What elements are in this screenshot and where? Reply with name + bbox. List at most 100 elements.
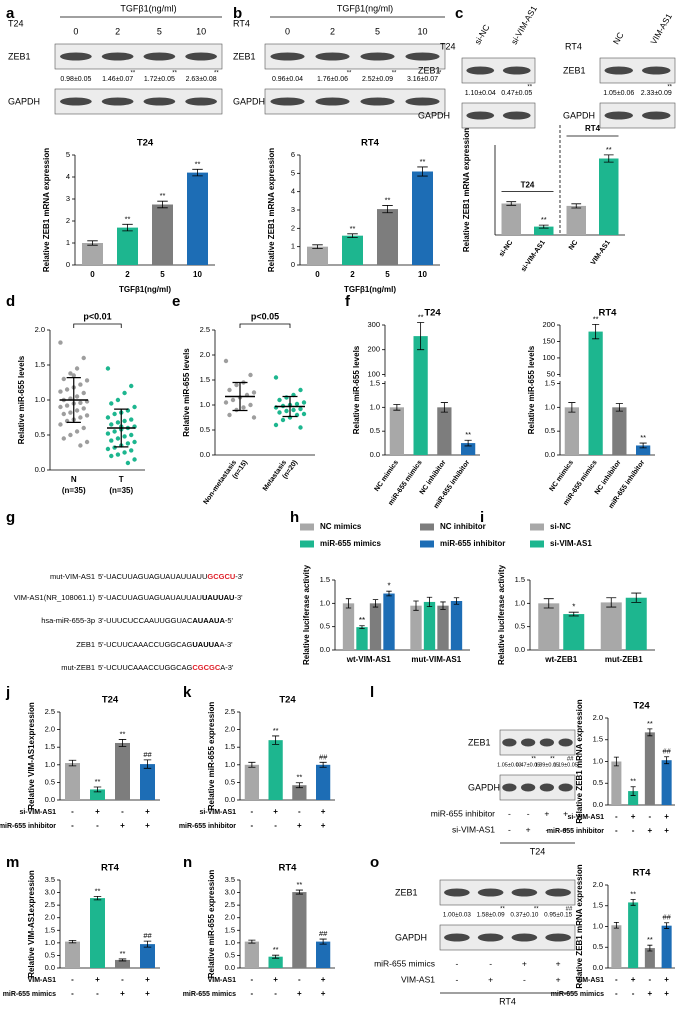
y-tick-label: 1 (291, 242, 295, 251)
y-tick-label: 2.0 (35, 325, 45, 334)
y-tick-label: 1.5 (593, 901, 603, 910)
condition-value: + (120, 989, 125, 998)
y-tick-label: 2.0 (593, 880, 603, 889)
bar (412, 171, 433, 265)
point (74, 408, 80, 413)
sequence-label: ZEB1 (76, 640, 95, 649)
bar (611, 925, 622, 968)
condition-value: + (522, 958, 527, 968)
band (466, 111, 495, 120)
bar (599, 158, 619, 235)
quant-label: 1.76±0.06 (317, 76, 348, 83)
sequence-core: UAUUA (192, 640, 220, 649)
legend-swatch (300, 540, 314, 548)
sequence: 5'-UCUUCAAACCUGGCAGUAUUAA-3' (98, 640, 233, 649)
error-bar (613, 756, 619, 767)
point (74, 394, 80, 399)
quant-label: 0.96±0.04 (272, 76, 303, 83)
legend-label: si-NC (550, 522, 571, 531)
condition-value: + (120, 821, 125, 830)
significance: ** (606, 145, 612, 154)
sd-bar (66, 377, 81, 423)
cell-label: T24 (530, 846, 546, 856)
y-tick-label: 1.5 (35, 360, 45, 369)
band (185, 97, 217, 106)
point (78, 382, 83, 387)
significance: ** (500, 907, 505, 913)
y-tick-label: 0.0 (225, 795, 235, 804)
band (502, 738, 517, 747)
band (477, 933, 504, 942)
point (132, 439, 137, 445)
y-tick-label: 2.0 (200, 350, 210, 359)
y-tick-label: 0.5 (320, 622, 330, 631)
significance: ## (662, 913, 671, 922)
condition-label: si-VIM-AS1 (452, 824, 495, 834)
lane-label: 10 (196, 26, 206, 36)
bar (410, 605, 422, 650)
significance: ** (350, 224, 356, 233)
error-bar (543, 598, 554, 609)
y-tick-label: 50 (547, 369, 555, 378)
condition-value: - (508, 808, 511, 818)
chart-title: T24 (279, 695, 296, 706)
bar (316, 764, 331, 800)
bar (115, 959, 130, 968)
bar (140, 944, 155, 968)
row-label: ZEB1 (563, 65, 586, 75)
group-label: RT4 (585, 124, 601, 133)
condition-value: - (251, 807, 254, 816)
bar (90, 789, 105, 800)
point (277, 410, 282, 415)
point (234, 382, 239, 388)
x-tick-label: T (119, 475, 124, 484)
legend-label: si-VIM-AS1 (550, 539, 592, 548)
chart-title: RT4 (599, 308, 618, 319)
error-bar (631, 592, 642, 603)
significance: ** (172, 71, 177, 77)
error-bar (440, 402, 448, 413)
error-bar (93, 786, 102, 793)
condition-value: + (648, 989, 653, 998)
bar (564, 407, 579, 455)
bar (644, 948, 655, 968)
y-axis-label: Relative ZEB1 mRNA expression (575, 864, 584, 988)
point (298, 387, 303, 393)
panel-letter: a (6, 5, 15, 22)
panel-letter: b (233, 5, 242, 22)
condition-label: VIM-AS1 (208, 977, 237, 984)
condition-value: - (508, 824, 511, 834)
condition-value: + (563, 824, 568, 834)
chart-title: T24 (424, 308, 441, 319)
lane-label: 0 (285, 26, 290, 36)
error-bar (87, 240, 98, 246)
y-axis-label: Relative miR-655 expression (207, 702, 216, 811)
condition-value: + (631, 975, 636, 984)
y-tick-label: 1.5 (200, 375, 210, 384)
panel-letter: h (290, 509, 299, 526)
y-tick-label: 1.0 (225, 938, 235, 947)
y-axis-label: Relative ZEB1 mRNA expression (462, 128, 471, 252)
band (558, 783, 573, 792)
panel-letter: i (480, 509, 484, 526)
y-tick-label: 0.5 (45, 950, 55, 959)
condition-value: - (523, 974, 526, 984)
error-bar (464, 439, 472, 447)
point (115, 452, 121, 457)
condition-value: + (273, 975, 278, 984)
significance: ## (567, 757, 574, 763)
point (71, 373, 76, 378)
chart-title: RT4 (361, 138, 380, 149)
sequence-label: hsa-miR-655-3p (41, 616, 95, 625)
band (545, 933, 571, 942)
y-tick-label: 4 (66, 172, 70, 181)
point (78, 400, 83, 405)
y-tick-label: 0.0 (545, 450, 555, 459)
y-tick-label: 2 (66, 216, 70, 225)
point (241, 405, 246, 410)
y-axis-label: Relative ZEB1 mRNA expression (575, 699, 584, 823)
chart-title: T24 (633, 701, 650, 712)
row-label: GAPDH (468, 782, 500, 792)
y-tick-label: 0.5 (370, 426, 380, 435)
error-bar (603, 154, 614, 163)
